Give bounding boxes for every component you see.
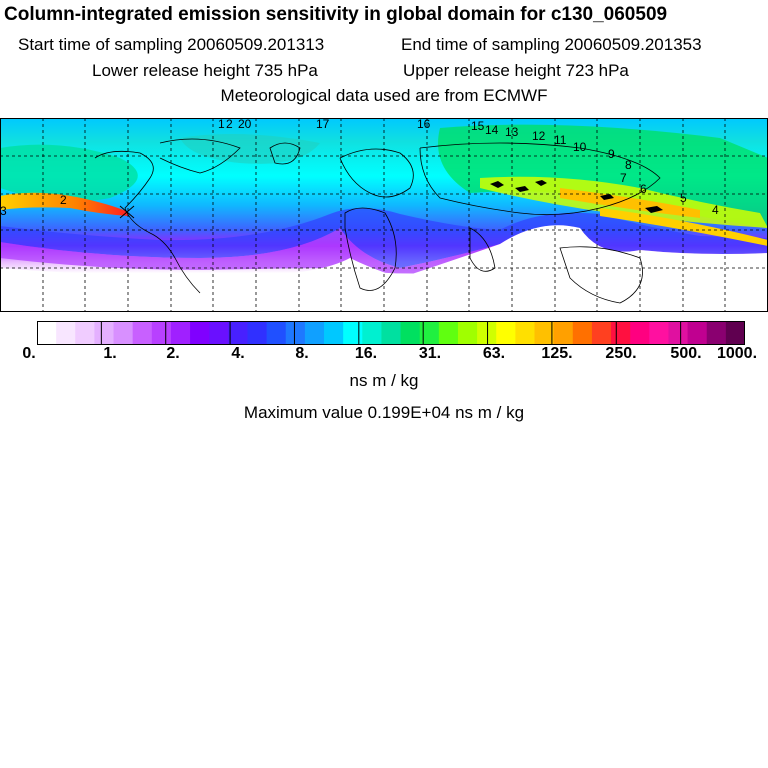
colorbar-cell <box>228 321 248 345</box>
colorbar-tick-label: 31. <box>418 345 442 362</box>
trajectory-label: 13 <box>505 125 519 139</box>
start-time-label: Start time of sampling 20060509.201313 <box>18 35 325 54</box>
trajectory-label: 14 <box>485 123 499 137</box>
colorbar-tick-label: 0. <box>22 345 36 362</box>
colorbar-cell <box>591 321 612 345</box>
field-patch <box>0 192 128 216</box>
colorbar-cell <box>687 321 708 345</box>
colorbar-tick-label: 4. <box>231 345 245 362</box>
colorbar-tick-label: 2. <box>166 345 180 362</box>
sensitivity-map: 3 2 1 2 20 17 16 15 14 13 12 11 10 9 8 7… <box>0 118 768 312</box>
field-patch <box>0 144 138 202</box>
colorbar-cell <box>438 321 459 345</box>
colorbar-cell <box>477 321 497 345</box>
colorbar-cell <box>534 321 555 345</box>
trajectory-label: 8 <box>625 158 632 172</box>
colorbar-tick-label: 125. <box>541 345 573 362</box>
colorbar-cell <box>113 321 134 345</box>
colorbar-cell <box>496 321 516 345</box>
colorbar-tick-label: 500. <box>670 345 702 362</box>
colorbar-units: ns m / kg <box>349 371 419 390</box>
trajectory-label: 6 <box>640 182 647 196</box>
trajectory-label: 17 <box>316 118 330 131</box>
colorbar-cell <box>706 321 727 345</box>
colorbar-cell <box>725 321 745 345</box>
colorbar-cell <box>324 321 344 345</box>
colorbar-cell <box>247 321 268 345</box>
field-patch <box>400 225 768 312</box>
colorbar-cell <box>170 321 191 345</box>
colorbar-cell <box>611 321 631 345</box>
grid <box>0 118 768 312</box>
colorbar-cell <box>362 321 382 345</box>
lower-height-label: Lower release height 735 hPa <box>92 61 318 80</box>
colorbar-cell <box>190 321 210 345</box>
end-time-label: End time of sampling 20060509.201353 <box>401 35 702 54</box>
colorbar-cell <box>553 321 574 345</box>
release-marker <box>119 205 135 219</box>
colorbar-cell <box>209 321 229 345</box>
coastlines <box>94 138 661 304</box>
colorbar-cell <box>649 321 669 345</box>
trajectory-label: 2 <box>60 193 67 207</box>
colorbar-cell <box>56 321 76 345</box>
colorbar <box>37 321 745 345</box>
colorbar-tick-label: 250. <box>605 345 637 362</box>
trajectory-label: 5 <box>680 191 687 205</box>
colorbar-cell <box>419 321 440 345</box>
met-data-label: Meteorological data used are from ECMWF <box>220 86 548 105</box>
colorbar-cell <box>381 321 402 345</box>
colorbar-tick-label: 16. <box>354 345 378 362</box>
colorbar-cell <box>266 321 287 345</box>
colorbar-cell <box>572 321 593 345</box>
colorbar-cell <box>400 321 421 345</box>
colorbar-tick-label: 1000. <box>716 345 758 362</box>
trajectory-labels: 3 2 1 2 20 17 16 15 14 13 12 11 10 9 8 7… <box>0 118 719 218</box>
colorbar-cell <box>457 321 478 345</box>
trajectory-label: 20 <box>238 118 252 131</box>
trajectory-label: 9 <box>608 147 615 161</box>
trajectory-label: 12 <box>532 129 546 143</box>
trajectory-label: 16 <box>417 118 431 131</box>
trajectory-label: 4 <box>712 203 719 217</box>
upper-height-label: Upper release height 723 hPa <box>403 61 629 80</box>
trajectory-label: 2 <box>226 118 233 131</box>
colorbar-tick-label: 1. <box>103 345 117 362</box>
colorbar-cell <box>75 321 95 345</box>
plot-title: Column-integrated emission sensitivity i… <box>4 4 668 25</box>
colorbar-cell <box>304 321 325 345</box>
colorbar-cell <box>285 321 306 345</box>
colorbar-cell <box>132 321 153 345</box>
field-patch <box>600 208 768 246</box>
colorbar-cell <box>668 321 689 345</box>
maximum-value-label: Maximum value 0.199E+04 ns m / kg <box>243 403 525 422</box>
trajectory-label: 7 <box>620 171 627 185</box>
colorbar-cell <box>343 321 363 345</box>
trajectory-label: 1 <box>218 118 225 131</box>
colorbar-cell <box>37 321 57 345</box>
colorbar-tick-label: 8. <box>295 345 309 362</box>
colorbar-cell <box>151 321 172 345</box>
field-patch <box>0 258 400 312</box>
colorbar-cell <box>515 321 536 345</box>
trajectory-label: 3 <box>0 204 7 218</box>
colorbar-tick-label: 63. <box>482 345 506 362</box>
trajectory-label: 15 <box>471 119 485 133</box>
colorbar-cell <box>630 321 650 345</box>
field-patch <box>560 188 700 218</box>
trajectory-label: 10 <box>573 140 587 154</box>
colorbar-cell <box>94 321 115 345</box>
trajectory-label: 11 <box>554 133 567 147</box>
